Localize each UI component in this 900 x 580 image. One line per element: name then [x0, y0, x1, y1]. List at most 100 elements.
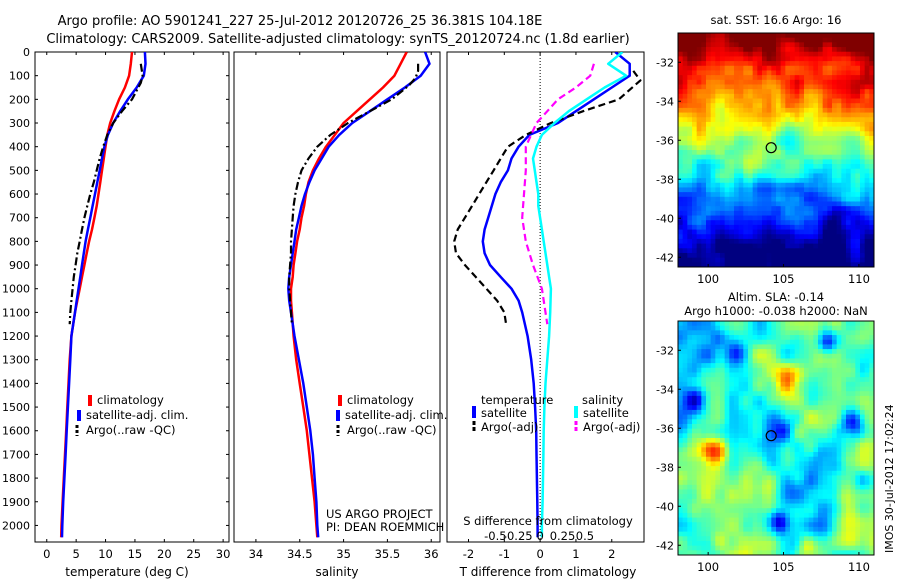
heatmap-cell — [785, 381, 791, 388]
heatmap-cell — [822, 372, 828, 378]
heatmap-cell — [696, 126, 702, 132]
heatmap-cell — [808, 442, 814, 448]
heatmap-cell — [757, 84, 763, 90]
heatmap-cell — [743, 112, 749, 118]
heatmap-cell — [850, 220, 856, 226]
heatmap-cell — [780, 372, 786, 378]
heatmap-cell — [794, 243, 800, 249]
heatmap-cell — [752, 192, 758, 198]
heatmap-cell — [762, 93, 768, 100]
heatmap-cell — [738, 442, 744, 448]
heatmap-cell — [692, 135, 698, 142]
heatmap-cell — [738, 550, 744, 555]
legend-swatch-satellite — [77, 410, 81, 421]
heatmap-cell — [846, 480, 852, 486]
heatmap-cell — [715, 56, 721, 62]
heatmap-cell — [738, 262, 744, 267]
heatmap-cell — [790, 484, 796, 491]
heatmap-cell — [720, 131, 726, 137]
heatmap-cell — [752, 423, 758, 430]
heatmap-cell — [846, 372, 852, 378]
heatmap-cell — [771, 391, 777, 397]
heatmap-cell — [766, 47, 772, 53]
heatmap-cell — [860, 456, 866, 462]
heatmap-cell — [757, 89, 763, 95]
heatmap-cell — [748, 391, 754, 397]
heatmap-cell — [678, 512, 684, 519]
heatmap-cell — [869, 98, 874, 104]
heatmap-cell — [827, 135, 833, 142]
heatmap-cell — [790, 70, 796, 76]
heatmap-cell — [734, 367, 740, 374]
heatmap-cell — [762, 70, 768, 76]
heatmap-cell — [864, 243, 870, 249]
depth-tick-label: 1500 — [2, 401, 30, 414]
heatmap-cell — [785, 363, 791, 369]
heatmap-cell — [822, 206, 828, 212]
heatmap-cell — [738, 344, 744, 350]
heatmap-cell — [762, 414, 768, 420]
heatmap-cell — [794, 321, 800, 327]
heatmap-cell — [715, 438, 721, 444]
heatmap-cell — [827, 456, 833, 462]
heatmap-cell — [771, 381, 777, 388]
heatmap-cell — [836, 37, 842, 43]
heatmap-cell — [822, 220, 828, 226]
heatmap-cell — [762, 545, 768, 551]
heatmap-cell — [682, 339, 688, 345]
heatmap-cell — [813, 51, 819, 57]
heatmap-cell — [757, 461, 763, 467]
heatmap-cell — [822, 33, 828, 39]
heatmap-cell — [748, 65, 754, 72]
heatmap-cell — [813, 159, 819, 165]
heatmap-cell — [687, 220, 693, 226]
heatmap-cell — [734, 238, 740, 245]
heatmap-cell — [687, 540, 693, 547]
heatmap-cell — [794, 456, 800, 462]
heatmap-cell — [729, 372, 735, 378]
heatmap-cell — [762, 262, 768, 267]
heatmap-cell — [808, 187, 814, 193]
heatmap-cell — [799, 335, 805, 341]
heatmap-cell — [827, 498, 833, 505]
heatmap-cell — [846, 377, 852, 383]
heatmap-cell — [860, 84, 866, 90]
heatmap-cell — [678, 182, 684, 189]
heatmap-cell — [780, 257, 786, 263]
heatmap-cell — [692, 173, 698, 179]
heatmap-cell — [818, 330, 824, 336]
heatmap-cell — [678, 131, 684, 137]
heatmap-cell — [776, 238, 782, 245]
heatmap-cell — [715, 470, 721, 477]
heatmap-cell — [827, 349, 833, 355]
heatmap-cell — [766, 131, 772, 137]
heatmap-cell — [794, 367, 800, 374]
heatmap-cell — [710, 201, 716, 207]
heatmap-cell — [752, 452, 758, 458]
heatmap-cell — [720, 428, 726, 434]
heatmap-cell — [734, 531, 740, 537]
heatmap-cell — [799, 381, 805, 388]
heatmap-cell — [738, 103, 744, 109]
heatmap-cell — [841, 358, 847, 364]
heatmap-cell — [771, 456, 777, 462]
heatmap-cell — [738, 84, 744, 90]
heatmap-cell — [696, 325, 702, 331]
heatmap-cell — [841, 475, 847, 481]
heatmap-cell — [734, 84, 740, 90]
heatmap-cell — [832, 330, 838, 336]
heatmap-cell — [710, 196, 716, 203]
heatmap-cell — [715, 325, 721, 331]
heatmap-cell — [864, 224, 870, 231]
heatmap-cell — [757, 498, 763, 505]
heatmap-cell — [832, 461, 838, 467]
heatmap-cell — [855, 93, 861, 100]
heatmap-cell — [692, 61, 698, 67]
heatmap-cell — [678, 475, 684, 481]
heatmap-cell — [855, 103, 861, 109]
heatmap-cell — [729, 79, 735, 86]
heatmap-cell — [855, 42, 861, 48]
heatmap-cell — [682, 428, 688, 434]
heatmap-cell — [822, 335, 828, 341]
heatmap-cell — [808, 135, 814, 142]
